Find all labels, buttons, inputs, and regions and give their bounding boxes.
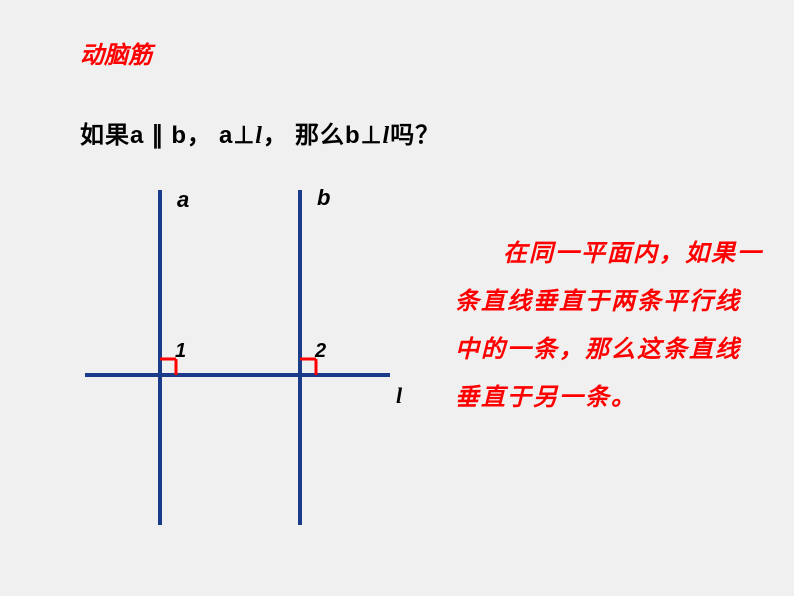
q-comma2: ，: [263, 123, 288, 149]
q-var-b1: b: [171, 122, 187, 149]
q-qmark: 吗？: [390, 123, 440, 149]
section-title: 动脑筋: [80, 35, 152, 70]
label-a: a: [177, 187, 189, 213]
q-parallel: ∥: [144, 123, 171, 149]
geometry-diagram: a b l 1 2: [60, 175, 400, 535]
label-1: 1: [175, 340, 186, 363]
q-var-a1: a: [130, 122, 144, 149]
theorem-text: 在同一平面内，如果一条直线垂直于两条平行线中的一条，那么这条直线垂直于另一条。: [455, 230, 765, 422]
q-gap1: [212, 123, 219, 149]
q-perp2: ⊥: [361, 123, 383, 149]
label-b: b: [317, 185, 330, 211]
q-then: 那么: [295, 123, 345, 149]
label-2: 2: [315, 340, 326, 363]
q-var-l1: l: [255, 123, 263, 149]
question-text: 如果a ∥ b， a⊥l， 那么b⊥l吗？: [80, 115, 440, 150]
diagram-svg: [60, 175, 400, 535]
label-l: l: [396, 383, 402, 409]
q-prefix: 如果: [80, 123, 130, 149]
q-comma1: ，: [187, 123, 212, 149]
q-var-b2: b: [345, 122, 361, 149]
q-perp1: ⊥: [233, 123, 255, 149]
q-gap2: [288, 123, 295, 149]
q-var-a2: a: [219, 122, 233, 149]
